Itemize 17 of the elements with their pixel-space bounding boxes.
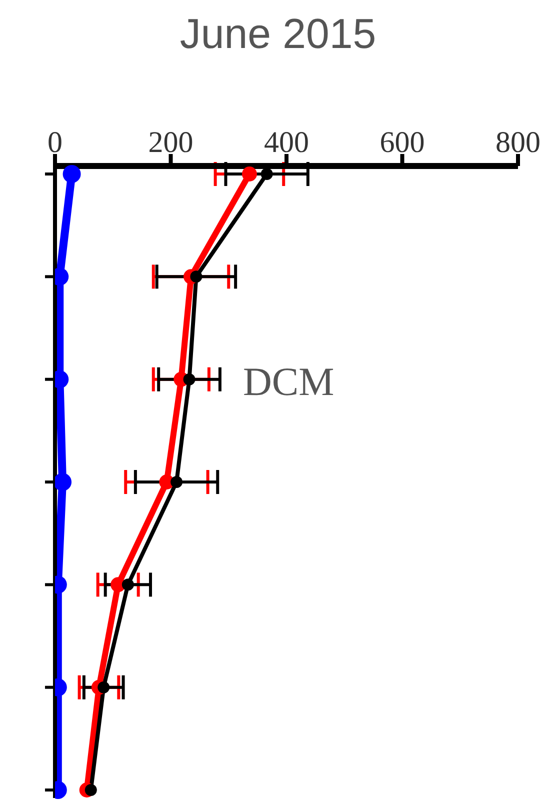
point [55,473,72,491]
x-tick-label: 0 [48,126,62,159]
chart-title: June 2015 [178,10,378,58]
point [242,166,257,182]
x-tick-label: 600 [380,126,425,159]
point [260,168,273,180]
point [190,270,202,283]
point [122,578,134,591]
x-tick-label: 800 [496,126,540,159]
x-tick-label: 400 [264,126,309,159]
point [183,373,196,386]
annotation: DCM [243,358,334,405]
point [98,681,110,694]
point [62,165,81,183]
point [170,476,183,488]
x-tick-label: 200 [148,126,194,159]
point [84,784,97,796]
